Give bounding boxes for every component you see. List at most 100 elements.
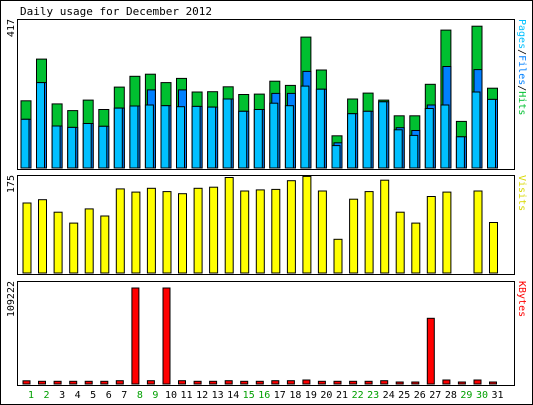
bar-pages-day-24 xyxy=(378,101,388,169)
bar-pages-day-13 xyxy=(207,106,217,169)
bar-kbytes-day-7 xyxy=(115,380,124,385)
bar-pages-day-22 xyxy=(347,113,357,169)
bar-pages-day-21 xyxy=(331,145,341,169)
bar-kbytes-day-15 xyxy=(240,380,249,385)
legend-kbytes: KBytes xyxy=(516,281,527,317)
bar-kbytes-day-28 xyxy=(442,379,451,385)
bar-pages-day-18 xyxy=(284,105,294,169)
bar-visits-day-19 xyxy=(302,175,312,274)
day-label-7: 7 xyxy=(121,390,127,401)
bar-kbytes-day-8 xyxy=(131,287,140,385)
day-label-17: 17 xyxy=(274,390,286,401)
bar-visits-day-10 xyxy=(162,191,172,274)
bar-visits-day-9 xyxy=(146,187,156,274)
bar-kbytes-day-21 xyxy=(333,380,342,385)
day-label-14: 14 xyxy=(227,390,239,401)
panel-kbytes: 109222 KBytes xyxy=(6,281,527,386)
bar-visits-day-28 xyxy=(442,191,452,274)
bar-kbytes-day-26 xyxy=(411,381,420,385)
bar-pages-day-11 xyxy=(176,106,185,169)
day-label-24: 24 xyxy=(383,390,395,401)
bar-visits-day-13 xyxy=(209,186,219,274)
bar-visits-day-12 xyxy=(193,187,203,274)
bar-kbytes-day-3 xyxy=(53,380,62,385)
bar-visits-day-3 xyxy=(53,211,63,274)
bar-pages-day-16 xyxy=(253,109,263,169)
bar-visits-day-1 xyxy=(22,202,32,274)
day-label-6: 6 xyxy=(106,390,112,401)
bar-visits-day-14 xyxy=(224,177,234,274)
day-label-26: 26 xyxy=(414,390,426,401)
day-label-28: 28 xyxy=(445,390,457,401)
bar-visits-day-6 xyxy=(100,215,110,274)
day-label-31: 31 xyxy=(491,390,503,401)
bar-kbytes-day-16 xyxy=(255,380,264,385)
bar-pages-day-6 xyxy=(98,125,108,169)
bar-pages-day-19 xyxy=(300,85,310,169)
day-label-13: 13 xyxy=(212,390,224,401)
panel-hits-files-pages: 417 Pages/Files/Hits xyxy=(6,19,527,170)
bar-visits-day-26 xyxy=(411,222,421,274)
bar-kbytes-day-24 xyxy=(380,380,389,385)
bar-visits-day-22 xyxy=(349,198,359,274)
bar-pages-day-25 xyxy=(393,129,403,169)
bar-kbytes-day-9 xyxy=(146,380,155,385)
day-label-30: 30 xyxy=(476,390,488,401)
day-label-3: 3 xyxy=(59,390,65,401)
day-label-16: 16 xyxy=(258,390,270,401)
bar-pages-day-27 xyxy=(424,108,434,169)
bar-pages-day-9 xyxy=(144,104,154,169)
bars-hits-files-pages xyxy=(20,25,498,169)
bar-pages-day-20 xyxy=(315,88,325,169)
bar-kbytes-day-31 xyxy=(489,381,497,385)
bar-kbytes-day-1 xyxy=(22,380,31,385)
day-label-2: 2 xyxy=(43,390,49,401)
day-label-9: 9 xyxy=(152,390,158,401)
day-label-22: 22 xyxy=(352,390,364,401)
bar-kbytes-day-5 xyxy=(84,380,93,385)
bar-pages-day-23 xyxy=(362,110,372,169)
max-label-kbytes: 109222 xyxy=(6,281,17,317)
bar-pages-day-8 xyxy=(129,105,139,169)
bar-kbytes-day-20 xyxy=(317,380,326,385)
bar-visits-day-31 xyxy=(489,222,498,274)
bar-visits-day-24 xyxy=(380,179,390,274)
legend-hits: Hits xyxy=(516,91,527,115)
max-label-visits: 175 xyxy=(6,175,17,193)
day-label-15: 15 xyxy=(243,390,255,401)
max-label-hits: 417 xyxy=(6,19,17,37)
bar-kbytes-day-11 xyxy=(178,380,186,385)
bar-pages-day-4 xyxy=(67,126,77,169)
legend-separator: / xyxy=(516,49,527,55)
bar-visits-day-7 xyxy=(115,188,125,274)
day-label-27: 27 xyxy=(429,390,441,401)
day-label-10: 10 xyxy=(165,390,177,401)
legend-hits-files-pages: Pages/Files/Hits xyxy=(516,19,527,115)
bar-pages-day-29 xyxy=(455,136,465,169)
day-axis-labels: 1 2 3 4 5 6 7 8 9 10 11 12 13 14 15 16 17 18 19 20 21 22 23 24 2… xyxy=(28,390,504,401)
bar-visits-day-5 xyxy=(84,208,94,274)
bar-kbytes-day-14 xyxy=(224,380,233,385)
bar-kbytes-day-27 xyxy=(426,317,435,385)
day-label-20: 20 xyxy=(320,390,332,401)
day-label-18: 18 xyxy=(289,390,301,401)
bar-visits-day-4 xyxy=(69,222,79,274)
day-label-23: 23 xyxy=(367,390,379,401)
panel-visits: 175 Visits xyxy=(6,175,527,275)
bar-visits-day-17 xyxy=(271,188,281,274)
bar-visits-day-25 xyxy=(395,211,405,274)
bar-pages-day-31 xyxy=(487,98,496,169)
bar-kbytes-day-13 xyxy=(209,380,218,385)
bar-pages-day-17 xyxy=(269,102,279,169)
bar-pages-day-15 xyxy=(238,110,248,169)
day-label-1: 1 xyxy=(28,390,34,401)
bar-pages-day-3 xyxy=(51,125,61,169)
day-label-8: 8 xyxy=(137,390,143,401)
bar-kbytes-day-4 xyxy=(69,380,78,385)
bar-kbytes-day-18 xyxy=(286,380,295,385)
bar-visits-day-30 xyxy=(473,190,483,274)
bar-pages-day-12 xyxy=(191,105,201,169)
panel-frame-kbytes xyxy=(17,281,515,386)
legend-visits: Visits xyxy=(516,175,527,211)
bar-visits-day-27 xyxy=(426,196,436,274)
